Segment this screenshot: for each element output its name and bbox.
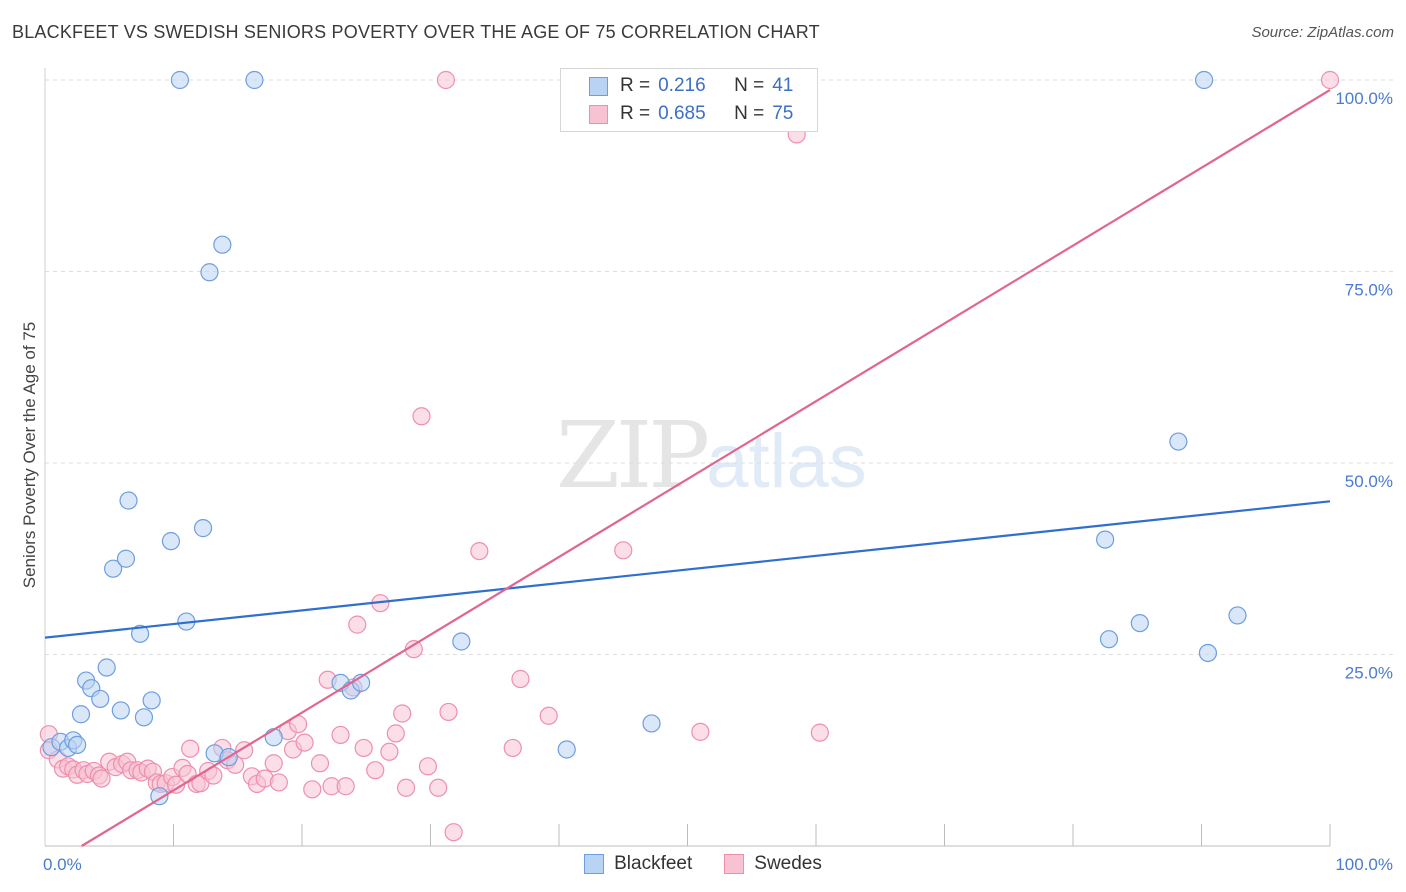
n-value: 75: [772, 103, 794, 124]
blackfeet-point: [642, 714, 661, 733]
swedes-point: [412, 407, 431, 426]
n-label: N =: [734, 103, 765, 124]
blackfeet-point: [213, 235, 232, 254]
blackfeet-point: [71, 705, 91, 724]
chart-title: BLACKFEET VS SWEDISH SENIORS POVERTY OVE…: [12, 22, 820, 42]
swedes-point: [310, 754, 330, 773]
blackfeet-point: [104, 559, 123, 578]
stats-row-blackfeet: R = 0.216 N = 41: [561, 74, 793, 98]
swedes-point: [386, 724, 405, 743]
blackfeet-point: [130, 624, 150, 643]
blackfeet-point: [557, 740, 576, 759]
blackfeet-point: [193, 519, 213, 538]
watermark: ZIPatlas: [556, 402, 867, 509]
blackfeet-point: [119, 491, 138, 510]
swedes-point: [503, 738, 522, 758]
blackfeet-point: [68, 735, 87, 754]
swedes-point: [511, 669, 530, 689]
legend-label-swedes: Swedes: [754, 853, 822, 874]
blackfeet-point: [116, 549, 136, 568]
blackfeet-point: [245, 70, 264, 90]
swedes-point: [331, 725, 350, 745]
swedes-swatch: [589, 104, 608, 124]
swedes-point: [444, 823, 463, 842]
blackfeet-trend-line: [44, 500, 1331, 639]
swedes-point: [810, 723, 829, 742]
swedes-point: [470, 541, 489, 561]
blackfeet-point: [452, 632, 471, 651]
swedes-point: [92, 769, 111, 788]
swedes-trend-line: [81, 89, 1331, 847]
stats-legend: R = 0.216 N = 41 R = 0.685 N = 75: [560, 68, 818, 132]
r-label: R =: [620, 75, 651, 96]
swedes-point: [303, 780, 322, 799]
blackfeet-point: [264, 728, 283, 747]
legend-item-swedes[interactable]: Swedes: [724, 853, 822, 875]
swedes-point: [366, 761, 385, 780]
blackfeet-point: [1228, 606, 1247, 625]
swedes-point: [436, 70, 456, 90]
swedes-point: [354, 738, 373, 758]
swedes-point: [691, 722, 710, 741]
r-label: R =: [620, 103, 651, 124]
x-tick-label: 0.0%: [43, 855, 82, 874]
swedes-point: [429, 778, 448, 797]
swedes-point: [181, 739, 200, 758]
y-tick-label: 75.0%: [1345, 281, 1393, 300]
n-label: N =: [734, 75, 765, 96]
blackfeet-point: [161, 532, 181, 551]
legend-item-blackfeet[interactable]: Blackfeet: [584, 853, 692, 875]
blackfeet-point: [1130, 613, 1149, 633]
swedes-point: [336, 777, 355, 796]
blackfeet-point: [134, 708, 154, 727]
blackfeet-point: [1194, 70, 1214, 90]
swedes-point: [295, 733, 314, 752]
watermark-atlas: atlas: [706, 419, 867, 504]
swedes-point: [264, 754, 283, 773]
blackfeet-point: [200, 263, 219, 282]
blackfeet-point: [1096, 530, 1115, 549]
swedes-point: [380, 742, 399, 761]
swedes-point: [439, 702, 458, 722]
blackfeet-swatch: [589, 76, 608, 96]
swedes-point: [393, 704, 412, 723]
swedes-point: [269, 773, 288, 792]
x-tick-label: 100.0%: [1335, 855, 1393, 874]
stats-row-swedes: R = 0.685 N = 75: [561, 102, 793, 126]
r-value: 0.216: [658, 75, 706, 96]
watermark-zip: ZIP: [556, 402, 710, 509]
blackfeet-point: [170, 70, 190, 90]
swedes-point: [1320, 70, 1340, 90]
swedes-point: [614, 541, 633, 560]
swedes-point: [539, 706, 558, 725]
r-value: 0.685: [658, 103, 706, 124]
y-tick-label: 100.0%: [1335, 89, 1393, 108]
swedes-point: [348, 615, 367, 634]
blackfeet-point: [142, 691, 161, 710]
y-tick-label: 50.0%: [1345, 472, 1393, 491]
series-legend: Blackfeet Swedes: [0, 852, 1406, 876]
blackfeet-point: [97, 658, 116, 677]
swedes-point: [418, 757, 438, 776]
blackfeet-point: [91, 689, 110, 709]
n-value: 41: [772, 75, 794, 96]
blackfeet-point: [111, 701, 130, 720]
swedes-point: [396, 778, 416, 797]
y-tick-label: 25.0%: [1345, 664, 1393, 683]
swedes-legend-swatch: [724, 854, 745, 874]
blackfeet-point: [1099, 630, 1119, 649]
blackfeet-point: [1198, 643, 1218, 663]
legend-label-blackfeet: Blackfeet: [614, 853, 693, 874]
blackfeet-point: [1169, 432, 1188, 451]
blackfeet-legend-swatch: [584, 854, 605, 874]
source-label: Source: ZipAtlas.com: [1251, 24, 1394, 41]
